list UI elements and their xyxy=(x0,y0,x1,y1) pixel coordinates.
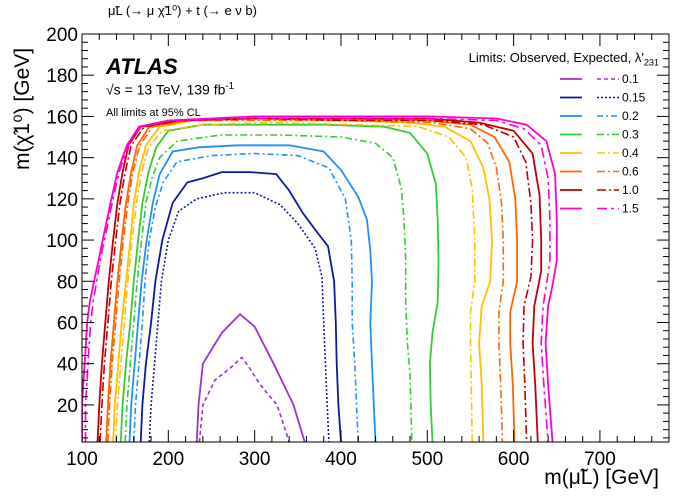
expected-limit-1.0 xyxy=(99,117,534,442)
observed-limit-0.4 xyxy=(112,117,493,442)
x-tick-label: 600 xyxy=(498,449,530,470)
expected-limit-1.5 xyxy=(84,117,551,442)
y-tick-label: 40 xyxy=(57,355,78,376)
observed-limit-0.1 xyxy=(195,312,306,442)
expected-limit-0.2 xyxy=(133,152,359,442)
cl-note: All limits at 95% CL xyxy=(106,107,201,119)
legend-label-0.4: 0.4 xyxy=(622,146,639,160)
y-tick-label: 80 xyxy=(57,272,78,293)
x-tick-label: 700 xyxy=(584,449,616,470)
process-title: μ̃L (→ μ χ̃1⁰) + t (→ e ν b) xyxy=(108,3,257,18)
legend-title-sub: 231 xyxy=(643,57,659,68)
observed-limit-0.15 xyxy=(139,171,342,442)
plot-axes: 100 200 300 400 500 600 700 20 40 60 80 100 120 140 16… xyxy=(46,25,670,470)
legend-title: Limits: Observed, Expected, λ'231 xyxy=(469,50,659,68)
y-tick-label: 60 xyxy=(57,313,78,334)
expected-limit-0.1 xyxy=(198,356,290,442)
legend-label-1.5: 1.5 xyxy=(622,202,639,216)
x-tick-label: 400 xyxy=(325,449,357,470)
y-axis-label: m(χ̃1⁰) [GeV] xyxy=(11,47,34,170)
y-tick-label: 100 xyxy=(46,231,78,252)
energy-lumi-label: √s = 13 TeV, 139 fb-1 xyxy=(106,81,234,98)
observed-limit-0.3 xyxy=(119,123,440,442)
legend-label-1.0: 1.0 xyxy=(622,183,639,197)
x-tick-label: 200 xyxy=(152,449,184,470)
expected-limit-0.4 xyxy=(114,121,476,442)
x-axis-label: m(μ̃L) [GeV] xyxy=(544,466,659,489)
y-tick-label: 180 xyxy=(46,66,78,87)
x-tick-label: 100 xyxy=(66,449,98,470)
atlas-label: ATLAS xyxy=(106,54,178,79)
expected-limit-0.6 xyxy=(107,119,505,442)
legend-title-text: Limits: Observed, Expected, λ' xyxy=(468,50,644,65)
legend-label-0.1: 0.1 xyxy=(622,72,639,86)
observed-limit-0.2 xyxy=(128,144,377,442)
observed-limit-0.6 xyxy=(105,117,518,442)
expected-limit-0.15 xyxy=(148,191,330,442)
legend-label-0.3: 0.3 xyxy=(622,128,639,142)
y-tick-label: 120 xyxy=(46,190,78,211)
y-tick-label: 160 xyxy=(46,107,78,128)
energy-text: √s = 13 TeV, 139 fb xyxy=(106,81,226,98)
energy-unit-sup: -1 xyxy=(225,81,235,92)
legend-label-0.15: 0.15 xyxy=(622,91,646,105)
x-tick-label: 300 xyxy=(239,449,271,470)
legend-label-0.2: 0.2 xyxy=(622,109,639,123)
legend: 0.1 0.15 0.2 0.3 0.4 0.6 1.0 1.5 xyxy=(560,72,646,216)
observed-limit-1.0 xyxy=(96,117,543,442)
observed-limit-1.5 xyxy=(82,115,558,442)
legend-label-0.6: 0.6 xyxy=(622,165,639,179)
y-tick-label: 140 xyxy=(46,149,78,170)
y-tick-label: 20 xyxy=(57,396,78,417)
x-tick-label: 500 xyxy=(411,449,443,470)
expected-limit-0.3 xyxy=(124,134,413,442)
limit-curves xyxy=(82,115,558,442)
y-tick-label: 200 xyxy=(46,25,78,46)
